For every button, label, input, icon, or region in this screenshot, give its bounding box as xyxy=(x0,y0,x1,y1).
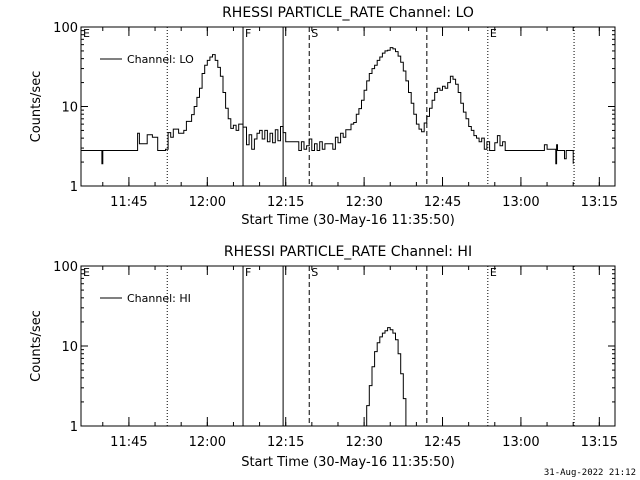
x-axis-label: Start Time (30-May-16 11:35:50) xyxy=(241,455,455,470)
x-tick-label: 12:45 xyxy=(424,195,461,210)
event-marker-label: S xyxy=(311,266,318,279)
x-tick-label: 13:15 xyxy=(581,435,618,450)
x-tick-label: 11:45 xyxy=(110,195,147,210)
x-tick-label: 13:15 xyxy=(581,195,618,210)
y-axis-label: Counts/sec xyxy=(29,71,44,143)
event-marker-label: E xyxy=(83,266,90,279)
x-tick-label: 13:00 xyxy=(502,435,539,450)
y-tick-label: 100 xyxy=(53,21,78,36)
x-tick-label: 12:15 xyxy=(267,195,304,210)
event-marker-label: F xyxy=(245,27,251,40)
series-line xyxy=(364,327,407,427)
chart-title: RHESSI PARTICLE_RATE Channel: HI xyxy=(224,244,472,260)
event-marker-label: E xyxy=(490,27,497,40)
y-tick-label: 10 xyxy=(61,340,78,355)
legend-label: Channel: LO xyxy=(127,53,194,66)
event-marker-label: E xyxy=(490,266,497,279)
y-axis-label: Counts/sec xyxy=(29,310,44,382)
x-tick-label: 12:30 xyxy=(345,195,382,210)
legend-label: Channel: HI xyxy=(127,292,191,305)
x-tick-label: 11:45 xyxy=(110,435,147,450)
panel-lo: RHESSI PARTICLE_RATE Channel: LO E F S E 1 10 1… xyxy=(29,5,618,228)
plot-frame xyxy=(80,265,616,427)
series-line xyxy=(81,47,574,165)
x-tick-label: 12:00 xyxy=(189,435,226,450)
y-tick-label: 100 xyxy=(53,260,78,275)
y-tick-label: 1 xyxy=(70,180,78,195)
y-tick-label: 1 xyxy=(70,420,78,435)
panel-hi: RHESSI PARTICLE_RATE Channel: HI E F S E 1 10 1… xyxy=(29,244,618,470)
footer-timestamp: 31-Aug-2022 21:12 xyxy=(543,468,636,478)
x-tick-label: 12:45 xyxy=(424,435,461,450)
event-marker-label: S xyxy=(311,27,318,40)
event-marker-label: E xyxy=(83,27,90,40)
x-tick-label: 12:15 xyxy=(267,435,304,450)
x-tick-label: 12:30 xyxy=(345,435,382,450)
y-tick-label: 10 xyxy=(61,101,78,116)
chart-title: RHESSI PARTICLE_RATE Channel: LO xyxy=(222,5,474,21)
x-tick-label: 12:00 xyxy=(189,195,226,210)
plot-frame xyxy=(80,26,616,187)
x-axis-label: Start Time (30-May-16 11:35:50) xyxy=(241,213,455,228)
event-marker-label: F xyxy=(245,266,251,279)
x-tick-label: 13:00 xyxy=(502,195,539,210)
